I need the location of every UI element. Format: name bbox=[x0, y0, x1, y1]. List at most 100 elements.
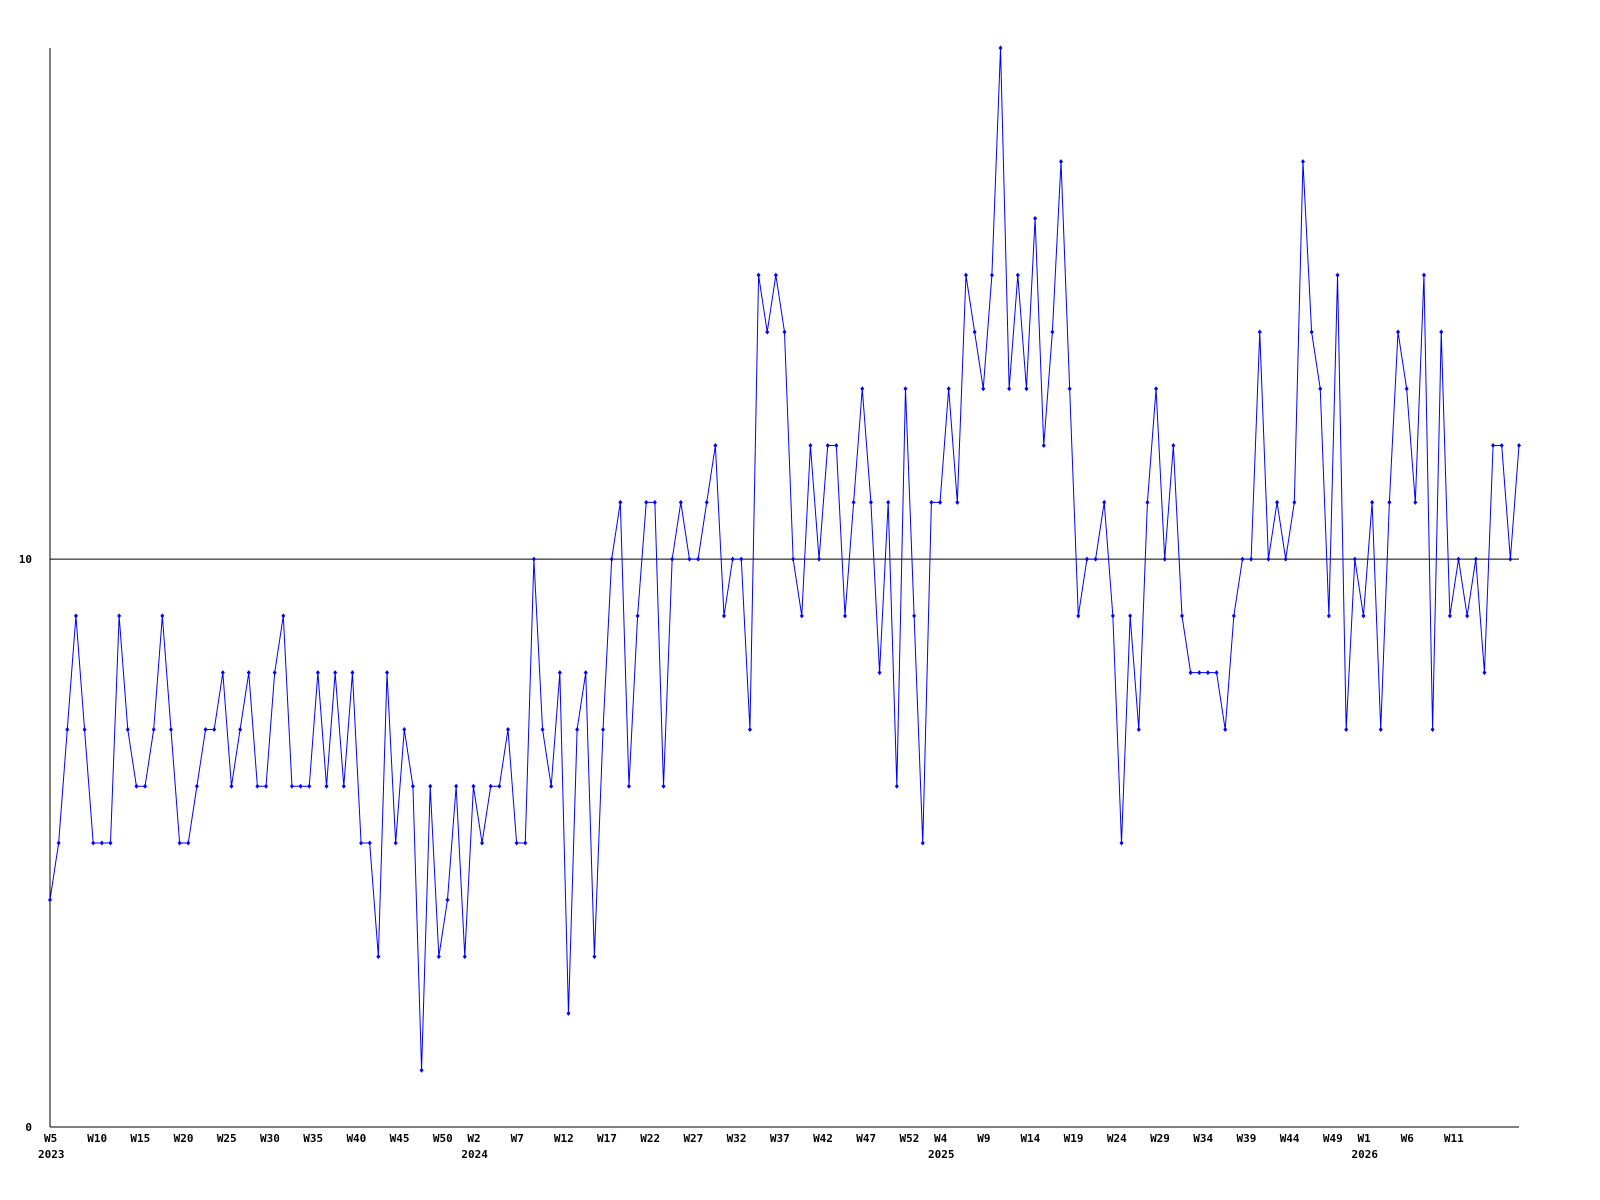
data-point bbox=[402, 726, 407, 732]
data-point bbox=[385, 670, 390, 676]
year-label: 2026 bbox=[1351, 1148, 1378, 1161]
data-point bbox=[739, 556, 744, 562]
data-point bbox=[497, 783, 502, 789]
data-point bbox=[367, 840, 372, 846]
data-point bbox=[160, 613, 165, 619]
data-point bbox=[652, 499, 657, 505]
data-point bbox=[1266, 556, 1271, 562]
data-point bbox=[609, 556, 614, 562]
data-point bbox=[575, 726, 580, 732]
data-point bbox=[73, 613, 78, 619]
data-point bbox=[1033, 215, 1038, 221]
data-point bbox=[1076, 613, 1081, 619]
data-point bbox=[963, 272, 968, 278]
data-point bbox=[644, 499, 649, 505]
data-point bbox=[1318, 386, 1323, 392]
data-point bbox=[592, 954, 597, 960]
data-point bbox=[1007, 386, 1012, 392]
data-point bbox=[186, 840, 191, 846]
data-point bbox=[1326, 613, 1331, 619]
data-point bbox=[1517, 443, 1521, 449]
data-point bbox=[946, 386, 951, 392]
data-point bbox=[894, 783, 899, 789]
data-point bbox=[929, 499, 934, 505]
data-point bbox=[1491, 443, 1496, 449]
data-point bbox=[1249, 556, 1254, 562]
data-point bbox=[1171, 443, 1176, 449]
data-point bbox=[1162, 556, 1167, 562]
data-point bbox=[557, 670, 562, 676]
data-point bbox=[350, 670, 355, 676]
data-point bbox=[989, 272, 994, 278]
data-point bbox=[1361, 613, 1366, 619]
data-point bbox=[1136, 726, 1141, 732]
data-point bbox=[298, 783, 303, 789]
data-point bbox=[1223, 726, 1228, 732]
year-label: 2023 bbox=[38, 1148, 65, 1161]
data-point bbox=[143, 783, 148, 789]
x-tick-label: W50 bbox=[433, 1132, 453, 1145]
data-point bbox=[1335, 272, 1340, 278]
data-point bbox=[151, 726, 156, 732]
data-point bbox=[436, 954, 441, 960]
data-point bbox=[1205, 670, 1210, 676]
data-point bbox=[549, 783, 554, 789]
data-point bbox=[505, 726, 510, 732]
data-point bbox=[1344, 726, 1349, 732]
data-point bbox=[825, 443, 830, 449]
data-point bbox=[773, 272, 778, 278]
data-point bbox=[1188, 670, 1193, 676]
data-point bbox=[566, 1010, 571, 1016]
data-point bbox=[756, 272, 761, 278]
x-tick-label: W37 bbox=[770, 1132, 790, 1145]
data-point bbox=[307, 783, 312, 789]
data-point bbox=[730, 556, 735, 562]
data-point bbox=[1292, 499, 1297, 505]
data-point bbox=[445, 897, 450, 903]
data-point bbox=[799, 613, 804, 619]
data-point bbox=[264, 783, 269, 789]
data-point bbox=[704, 499, 709, 505]
data-point bbox=[471, 783, 476, 789]
data-point bbox=[341, 783, 346, 789]
data-point bbox=[1179, 613, 1184, 619]
data-point bbox=[583, 670, 588, 676]
x-tick-label: W49 bbox=[1323, 1132, 1343, 1145]
data-point bbox=[1396, 329, 1401, 335]
data-point bbox=[1456, 556, 1461, 562]
x-tick-label: W20 bbox=[174, 1132, 194, 1145]
data-point bbox=[842, 613, 847, 619]
data-point bbox=[1508, 556, 1513, 562]
data-point bbox=[523, 840, 528, 846]
data-point bbox=[99, 840, 104, 846]
data-point bbox=[1499, 443, 1504, 449]
x-tick-label: W5 bbox=[44, 1132, 57, 1145]
data-point bbox=[1024, 386, 1029, 392]
data-point bbox=[1102, 499, 1107, 505]
x-tick-label: W4 bbox=[934, 1132, 948, 1145]
data-point bbox=[1093, 556, 1098, 562]
x-tick-label: W39 bbox=[1236, 1132, 1256, 1145]
data-point bbox=[981, 386, 986, 392]
data-point bbox=[1084, 556, 1089, 562]
data-point bbox=[134, 783, 139, 789]
x-tick-label: W45 bbox=[390, 1132, 410, 1145]
x-tick-label: W40 bbox=[346, 1132, 366, 1145]
data-point bbox=[91, 840, 96, 846]
data-point bbox=[998, 45, 1003, 51]
data-point bbox=[1275, 499, 1280, 505]
data-point bbox=[626, 783, 631, 789]
y-tick-label: 0 bbox=[25, 1121, 32, 1134]
data-point bbox=[1473, 556, 1478, 562]
data-point bbox=[212, 726, 217, 732]
data-point bbox=[1197, 670, 1202, 676]
data-point bbox=[661, 783, 666, 789]
data-point bbox=[1370, 499, 1375, 505]
data-point bbox=[886, 499, 891, 505]
data-point bbox=[808, 443, 813, 449]
x-tick-label: W24 bbox=[1107, 1132, 1127, 1145]
data-point bbox=[1300, 159, 1305, 165]
data-point bbox=[1421, 272, 1426, 278]
